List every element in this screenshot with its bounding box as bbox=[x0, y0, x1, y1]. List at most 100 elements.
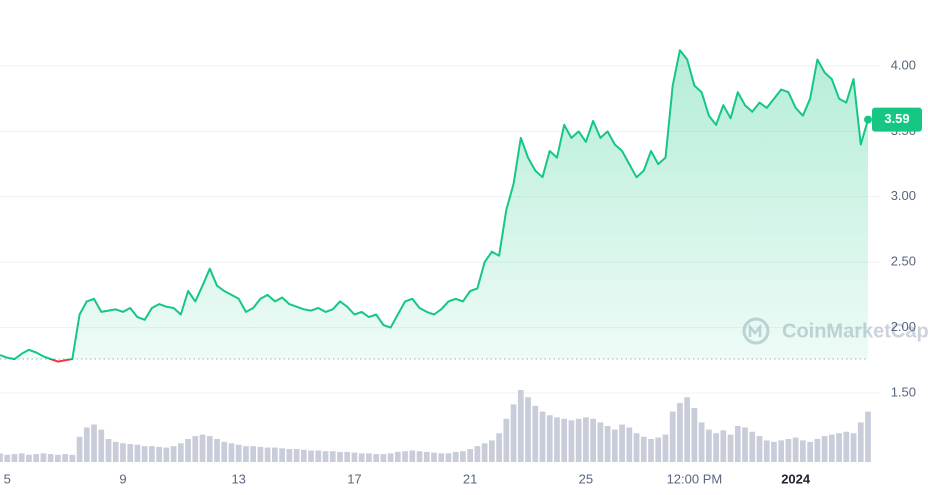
volume-bar bbox=[47, 454, 54, 462]
volume-bar bbox=[633, 433, 640, 462]
x-tick-label: 12:00 PM bbox=[667, 471, 723, 486]
volume-bar bbox=[98, 429, 105, 462]
y-tick-label: 1.50 bbox=[891, 384, 916, 399]
plot bbox=[0, 49, 872, 363]
volume-bar bbox=[532, 405, 539, 462]
volume-bar bbox=[481, 443, 488, 462]
volume-bar bbox=[850, 433, 857, 462]
price-line-up bbox=[0, 49, 869, 359]
volume-bar bbox=[18, 453, 25, 462]
volume-bar bbox=[91, 424, 97, 462]
volume-bar bbox=[727, 434, 734, 462]
volume-bar bbox=[257, 446, 264, 462]
volume-bar bbox=[62, 454, 68, 462]
volume-bar bbox=[387, 453, 394, 462]
volume-bar bbox=[214, 438, 220, 462]
volume-bar bbox=[662, 434, 669, 462]
volume-bar bbox=[351, 452, 358, 462]
volume-bar bbox=[698, 422, 705, 462]
volume-bar bbox=[814, 438, 821, 462]
volume-bar bbox=[170, 446, 177, 462]
volume-bar bbox=[127, 444, 134, 462]
volume-bar bbox=[337, 451, 343, 462]
volume-bar bbox=[322, 451, 329, 462]
x-tick-label: 25 bbox=[579, 471, 593, 486]
volume-bar bbox=[373, 454, 380, 462]
volume-bar bbox=[452, 451, 459, 462]
current-dot bbox=[864, 115, 872, 124]
y-tick-label: 4.00 bbox=[891, 57, 916, 72]
volume-bar bbox=[141, 446, 148, 462]
y-tick-label: 3.00 bbox=[891, 188, 916, 203]
volume-bar bbox=[235, 444, 242, 462]
volume-bar bbox=[228, 443, 235, 462]
volume-bar bbox=[749, 431, 756, 462]
volume-bar bbox=[445, 453, 452, 462]
volume-bar bbox=[763, 440, 770, 462]
volume-bar bbox=[619, 424, 625, 462]
volume-bar bbox=[431, 452, 437, 462]
volume-bar bbox=[597, 422, 604, 462]
axes: 1.502.002.503.003.504.00591317212512:00 … bbox=[4, 57, 922, 486]
volume-bar bbox=[836, 433, 842, 462]
volume-bar bbox=[4, 454, 11, 462]
volume-bar bbox=[250, 446, 257, 462]
volume-bar bbox=[821, 436, 828, 462]
x-tick-label: 13 bbox=[231, 471, 245, 486]
volume-bar bbox=[611, 429, 618, 462]
volume-bar bbox=[460, 451, 466, 462]
volume-bar bbox=[271, 447, 278, 462]
volume-bar bbox=[771, 441, 777, 462]
x-tick-label: 21 bbox=[463, 471, 477, 486]
volume-bar bbox=[177, 443, 184, 462]
price-area bbox=[0, 50, 868, 359]
volume-bar bbox=[503, 418, 510, 462]
volume-bar bbox=[734, 426, 741, 462]
volume-bar bbox=[105, 438, 112, 462]
volume-bar bbox=[807, 441, 814, 462]
volume-bar bbox=[221, 441, 228, 462]
y-tick-label: 2.00 bbox=[891, 319, 916, 334]
volume-bar bbox=[409, 450, 416, 462]
volume-bar bbox=[76, 436, 83, 462]
volume-bar bbox=[0, 453, 3, 462]
volume-bar bbox=[474, 446, 481, 462]
volume-bar bbox=[546, 415, 553, 462]
volume-bar bbox=[800, 440, 806, 462]
x-tick-label: 17 bbox=[347, 471, 361, 486]
price-tag bbox=[872, 107, 922, 132]
volume-bar bbox=[539, 411, 546, 462]
volume-bar bbox=[33, 454, 40, 462]
volume-bar bbox=[423, 451, 430, 462]
volume-bar bbox=[149, 446, 155, 462]
volume-bar bbox=[438, 453, 445, 462]
price-tag-label: 3.59 bbox=[884, 111, 909, 126]
volume-bar bbox=[756, 436, 763, 462]
volume-bar bbox=[785, 438, 792, 462]
volume-bar bbox=[828, 434, 835, 462]
volume-bar bbox=[691, 408, 698, 462]
volume-bar bbox=[185, 438, 191, 462]
volume-bar bbox=[206, 436, 213, 462]
volume-bar bbox=[510, 404, 517, 462]
volume-bars bbox=[0, 390, 871, 462]
volume-bar bbox=[286, 449, 293, 462]
volume-bar bbox=[366, 453, 372, 462]
volume-bar bbox=[293, 449, 300, 462]
volume-bar bbox=[358, 453, 365, 462]
volume-bar bbox=[677, 402, 683, 462]
volume-bar bbox=[11, 454, 18, 462]
volume-bar bbox=[720, 430, 727, 462]
volume-bar bbox=[517, 390, 524, 462]
volume-bar bbox=[402, 451, 408, 462]
volume-bar bbox=[163, 447, 170, 462]
volume-bar bbox=[134, 444, 141, 462]
volume-bar bbox=[857, 422, 864, 462]
x-tick-label: 2024 bbox=[781, 471, 811, 486]
x-tick-label: 9 bbox=[119, 471, 126, 486]
volume-bar bbox=[467, 449, 474, 462]
volume-bar bbox=[648, 438, 654, 462]
volume-bar bbox=[380, 454, 387, 462]
volume-bar bbox=[604, 426, 611, 462]
volume-bar bbox=[279, 448, 285, 462]
